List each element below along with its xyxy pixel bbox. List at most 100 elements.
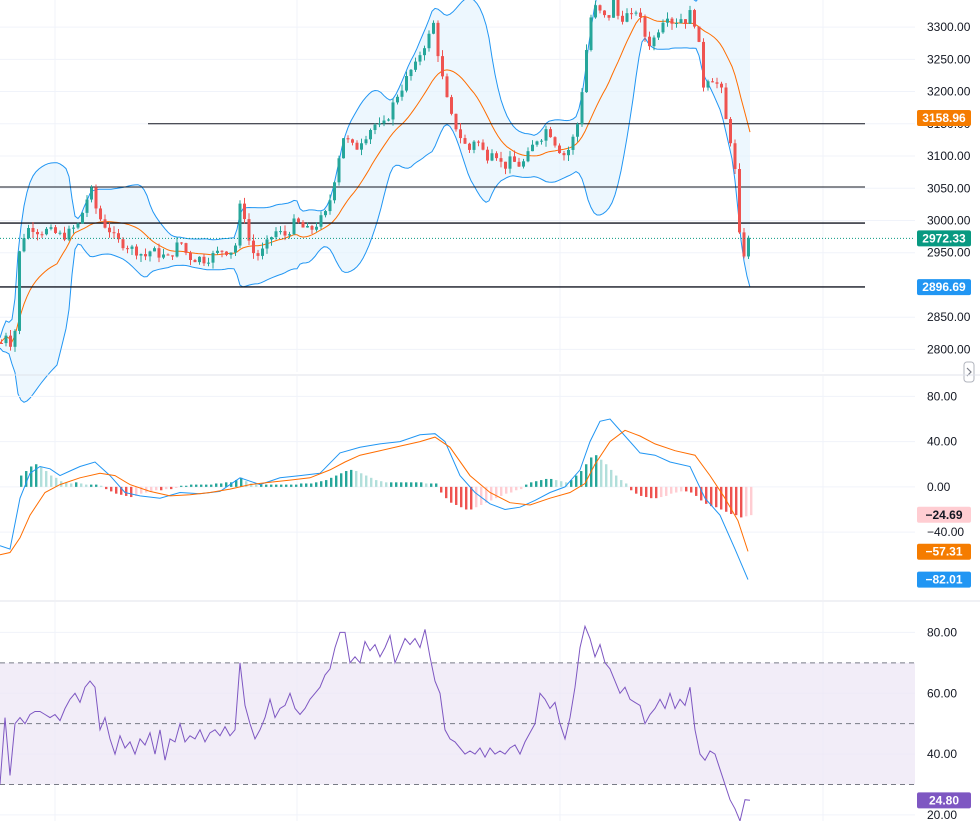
candle-body [13,330,17,347]
axis-tick-label: −40.00 [927,525,964,539]
candle-body [207,262,210,264]
histogram-bar [220,483,223,487]
candle-body [297,218,300,223]
axis-tick-label: 3250.00 [927,52,971,66]
histogram-bar [190,484,193,487]
candle-body [211,252,215,263]
candle-body [693,10,696,27]
histogram-bar [515,486,518,491]
candle-body [436,22,440,57]
candle-body [598,5,602,11]
histogram-bar [540,480,543,487]
candle-body [184,243,188,253]
candle-body [94,187,98,209]
candle-body [643,16,647,37]
candle-body [238,203,242,246]
candle-body [193,259,197,263]
candle-body [738,168,741,233]
candle-body [594,5,597,18]
candle-body [234,245,237,253]
histogram-bar [75,482,78,487]
axis-tick-label: 40.00 [927,747,957,761]
rsi-axis[interactable]: 80.00 60.00 40.00 20.00 [927,625,957,821]
histogram-bar [660,486,663,498]
histogram-bar [45,471,48,487]
histogram-bar [120,486,123,495]
histogram-bar [600,459,603,487]
macd-signal-line [0,429,749,556]
scroll-right-button[interactable] [963,361,975,383]
candle-body [549,129,552,138]
candle-body [279,231,282,233]
signal-value-badge: −57.31 [925,545,962,559]
histogram-bar [695,486,698,496]
histogram-bar [500,486,503,496]
histogram-bar [115,486,118,494]
candle-body [270,237,273,240]
candle-body [243,203,246,220]
histogram-bar [705,486,708,504]
histogram-bar [715,486,718,508]
histogram-bar [205,484,208,487]
candle-body [121,239,125,249]
candle-body [315,226,318,230]
axis-tick-label: 2800.00 [927,342,971,356]
histogram-bar [225,482,228,487]
macd-grid [0,376,915,600]
histogram-value-badge: −24.69 [925,508,962,522]
candle-body [67,228,71,240]
histogram-bar [50,475,53,487]
histogram-bar [35,464,38,487]
candle-body [612,0,615,18]
axis-tick-label: 80.00 [927,625,957,639]
candle-body [454,113,458,130]
candle-body [666,18,669,23]
histogram-bar [255,484,258,487]
candle-body [148,251,152,257]
horizontal-levels[interactable] [0,123,865,288]
histogram-bar [510,486,513,493]
histogram-bar [230,482,233,487]
candle-body [657,32,660,38]
histogram-bar [310,483,313,487]
histogram-bar [565,482,568,487]
candle-body [306,226,309,228]
candle-body [634,12,638,14]
histogram-bar [400,482,403,487]
histogram-bar [290,484,293,487]
candle-body [162,254,165,258]
candle-body [463,138,467,144]
candle-body [310,226,314,230]
macd-panel[interactable]: 80.00 40.00 0.00 −40.00 −24.69 −57.31 −82.01 [0,376,971,600]
histogram-bar [665,486,668,496]
candle-body [742,232,746,257]
histogram-bar [125,486,128,496]
histogram-bar [370,477,373,487]
candle-body [472,141,476,150]
histogram-bar [300,483,303,487]
candle-body [571,136,575,150]
candle-body [274,231,278,238]
macd-axis[interactable]: 80.00 40.00 0.00 −40.00 [927,389,964,539]
candle-body [688,10,692,24]
candle-body [36,231,39,235]
candle-body [351,139,354,143]
histogram-bar [455,486,458,505]
candle-body [553,137,557,146]
candle-body [256,253,260,256]
candle-body [522,161,525,167]
candle-body [733,143,737,169]
histogram-bar [325,480,328,487]
candle-body [531,144,534,152]
price-panel[interactable]: 3300.003250.003200.003150.003100.003050.… [0,0,975,403]
candle-body [639,12,642,17]
candle-body [603,10,606,16]
price-badges: 3158.96 2972.33 2896.69 [917,110,971,296]
price-axis[interactable]: 3300.003250.003200.003150.003100.003050.… [927,20,971,356]
histogram-bar [685,486,688,492]
rsi-panel[interactable]: 80.00 60.00 40.00 20.00 24.80 [0,602,971,821]
candle-body [103,219,107,228]
histogram-bar [150,486,153,492]
candle-body [711,81,714,83]
